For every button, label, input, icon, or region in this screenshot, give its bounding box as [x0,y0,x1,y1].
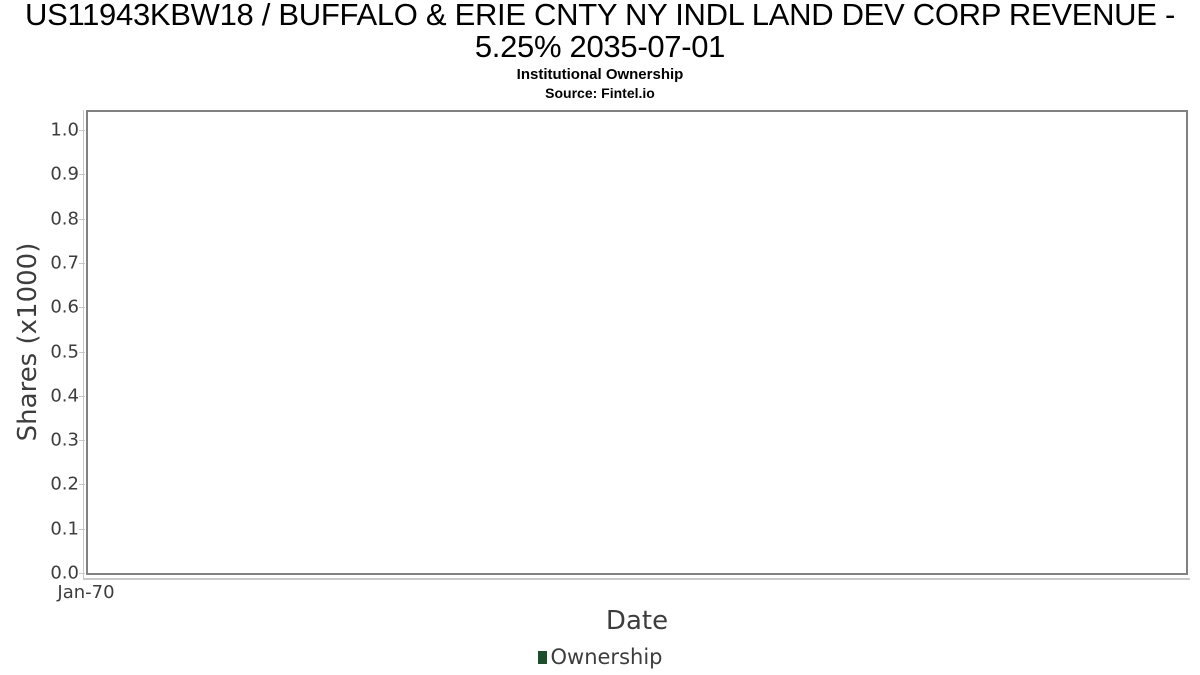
y-axis-tick-label: 0.6 [50,296,79,318]
chart-source-credit: Source: Fintel.io [545,85,655,101]
y-axis-tick-mark [79,529,85,530]
y-axis-tick-mark [79,352,85,353]
y-axis-tick-label: 0.1 [50,518,79,540]
y-axis-tick-mark [79,219,85,220]
y-axis-tick-label: 0.9 [50,163,79,185]
chart-subtitle: Institutional Ownership [516,66,684,83]
chart-title-line2: 5.25% 2035-07-01 [474,29,726,64]
y-axis-tick-mark [79,484,85,485]
y-axis-tick-label: 0.8 [50,208,79,230]
x-axis-line [83,578,1190,580]
y-axis-tick-mark [79,263,85,264]
y-axis-tick-label: 0.3 [50,429,79,451]
y-axis-tick-mark [79,130,85,131]
y-axis-title: Shares (x1000) [13,242,43,442]
y-axis-tick-mark [79,174,85,175]
y-axis-tick-mark [79,396,85,397]
y-axis-tick-mark [79,307,85,308]
y-axis-tick-mark [79,573,85,574]
y-axis-tick-label: 0.7 [50,252,79,274]
legend-marker-icon [537,650,547,664]
x-axis-title: Date [605,606,669,636]
y-axis-tick-label: 1.0 [50,119,79,141]
plot-area [86,110,1188,575]
y-axis-tick-label: 0.0 [50,562,79,584]
chart-title: US11943KBW18 / BUFFALO & ERIE CNTY NY IN… [0,0,1200,63]
y-axis-tick-label: 0.4 [50,385,79,407]
legend-label: Ownership [550,645,663,669]
legend-item-ownership[interactable]: Ownership [0,644,1200,670]
y-axis-tick-label: 0.5 [50,341,79,363]
y-axis-line [83,110,84,578]
chart-title-line1: US11943KBW18 / BUFFALO & ERIE CNTY NY IN… [25,0,1175,32]
y-axis-tick-mark [79,440,85,441]
x-axis-tick-label: Jan-70 [57,582,115,603]
y-axis-tick-label: 0.2 [50,473,79,495]
